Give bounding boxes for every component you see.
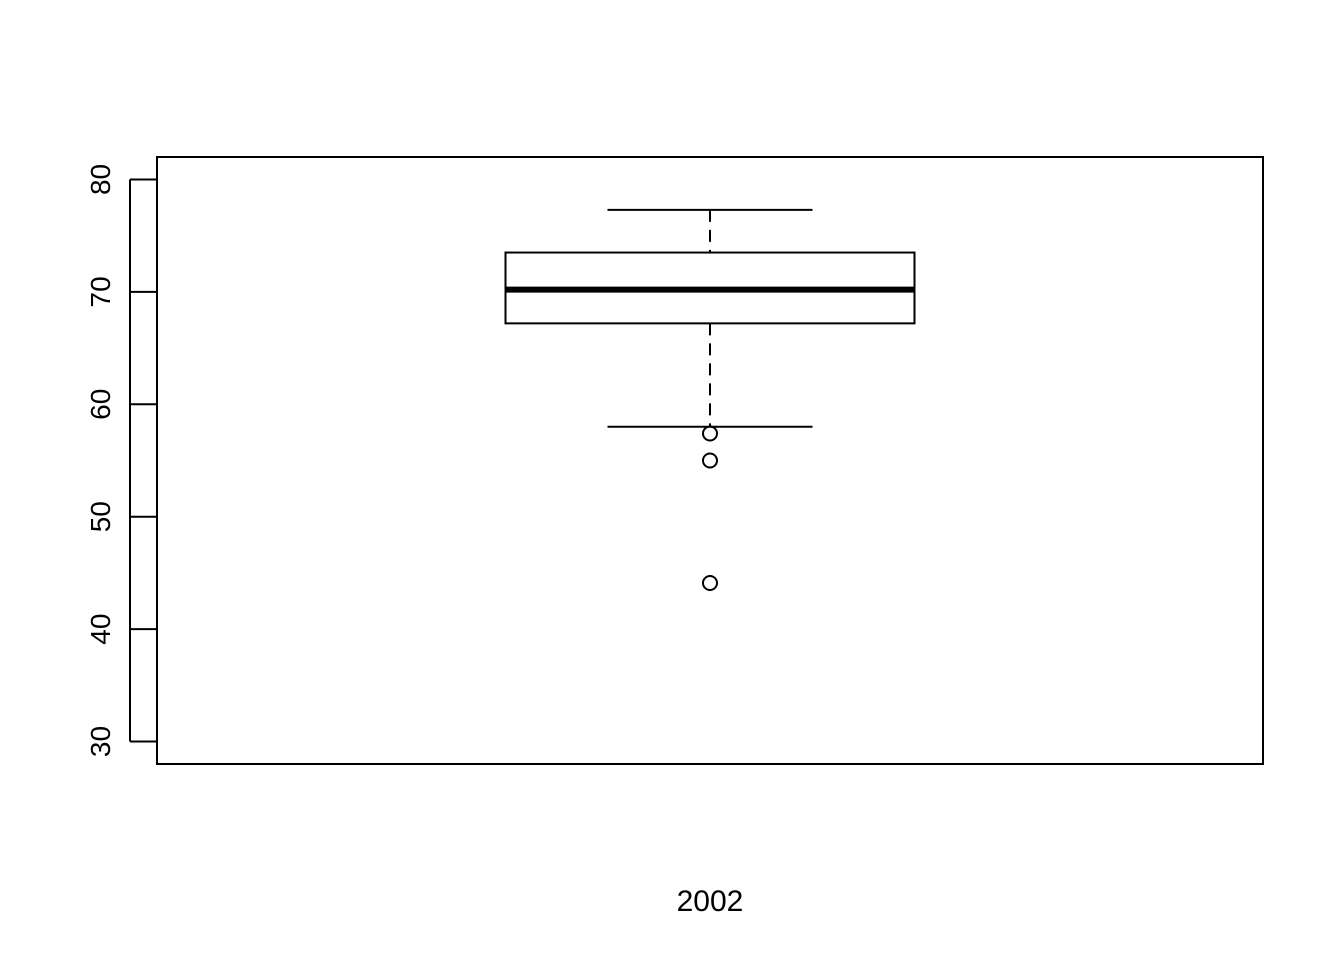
outlier-point-3 (702, 575, 718, 592)
y-axis: 30 40 50 60 70 80 (85, 164, 157, 757)
y-tick-label-60: 60 (85, 389, 116, 420)
y-tick-label-50: 50 (85, 501, 116, 532)
outlier-point-2 (702, 452, 718, 469)
y-tick-label-40: 40 (85, 614, 116, 645)
y-tick-label-80: 80 (85, 164, 116, 195)
plot-frame (156, 156, 1264, 765)
boxplot-group (504, 208, 916, 592)
y-tick-label-30: 30 (85, 726, 116, 757)
outlier-point-1 (702, 425, 718, 442)
x-category-label: 2002 (677, 885, 744, 918)
y-tick-label-70: 70 (85, 276, 116, 307)
